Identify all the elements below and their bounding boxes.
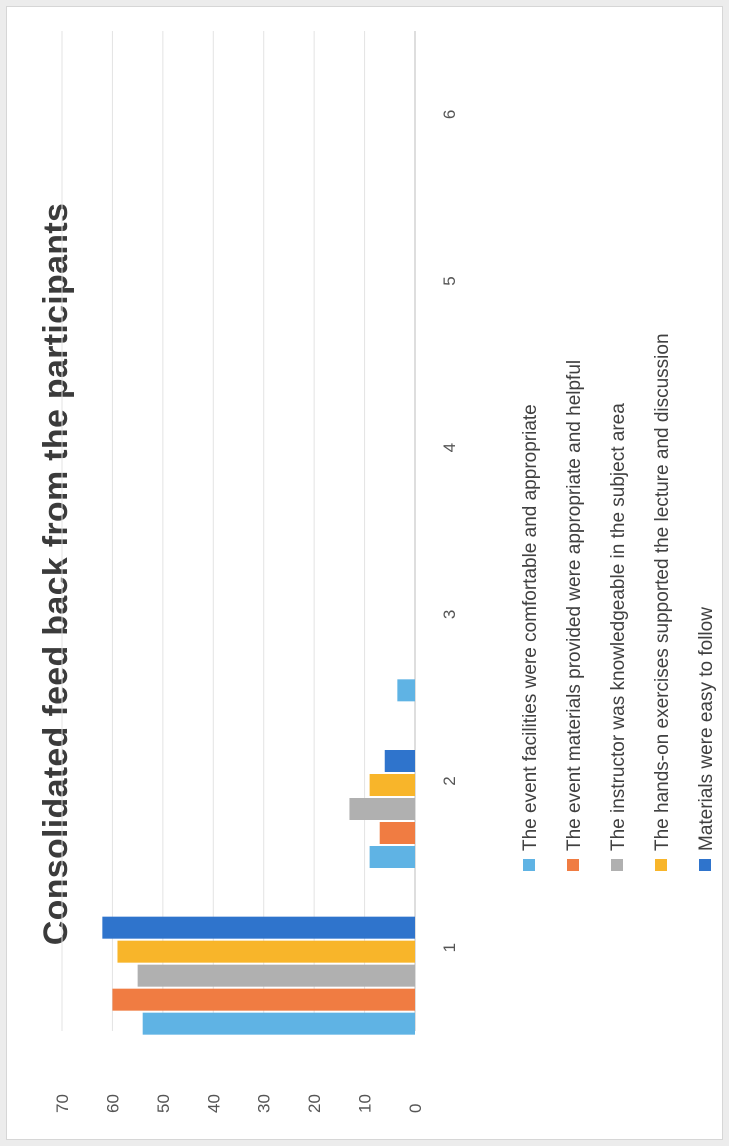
y-tick-label: 70	[53, 1094, 72, 1113]
x-tick-label: 1	[440, 943, 459, 952]
bar	[397, 679, 416, 702]
y-tick-label: 60	[103, 1094, 122, 1113]
legend-swatch	[610, 859, 623, 871]
x-tick-label: 6	[440, 110, 459, 119]
bar	[142, 1012, 416, 1035]
bar	[349, 798, 416, 820]
legend-label: The hands-on exercises supported the lec…	[652, 333, 673, 851]
y-tick-label: 20	[305, 1094, 324, 1113]
chart-plot: 0 10 20 30 40 50 60 70 1 2 3 4 5 6	[53, 31, 459, 1113]
legend-swatch	[698, 859, 711, 871]
legend-item: The hands-on exercises supported the lec…	[641, 333, 685, 871]
legend-item: The event facilities were comfortable an…	[509, 333, 553, 871]
bar	[112, 988, 416, 1011]
legend-item: The instructor was knowledgeable in the …	[597, 333, 641, 871]
y-tick-label: 0	[406, 1104, 425, 1113]
legend-swatch	[654, 859, 667, 871]
bar	[369, 774, 416, 796]
legend-label: The event materials provided were approp…	[564, 359, 585, 851]
x-tick-label: 5	[440, 276, 459, 285]
chart-page: Consolidated feed back from the particip…	[6, 6, 723, 1140]
x-tick-label: 4	[440, 443, 459, 452]
bar	[379, 822, 416, 844]
legend-item: The event materials provided were approp…	[553, 333, 597, 871]
legend-label: The instructor was knowledgeable in the …	[608, 403, 629, 851]
chart-area: Consolidated feed back from the particip…	[7, 7, 724, 1141]
y-tick-label: 40	[204, 1094, 223, 1113]
legend-item: Materials were easy to follow	[685, 333, 729, 871]
x-tick-label: 3	[440, 610, 459, 619]
bar	[384, 750, 416, 772]
y-tick-label: 10	[356, 1094, 375, 1113]
x-tick-label: 2	[440, 776, 459, 785]
bar	[117, 940, 415, 963]
bar	[137, 964, 415, 987]
legend-label: The event facilities were comfortable an…	[520, 404, 541, 851]
legend-swatch	[522, 859, 535, 871]
chart-legend: The event facilities were comfortable an…	[509, 333, 729, 871]
legend-label: Materials were easy to follow	[696, 607, 717, 851]
bar	[102, 916, 415, 939]
y-tick-label: 50	[154, 1094, 173, 1113]
bar	[369, 846, 416, 868]
y-tick-label: 30	[255, 1094, 274, 1113]
legend-swatch	[566, 859, 579, 871]
